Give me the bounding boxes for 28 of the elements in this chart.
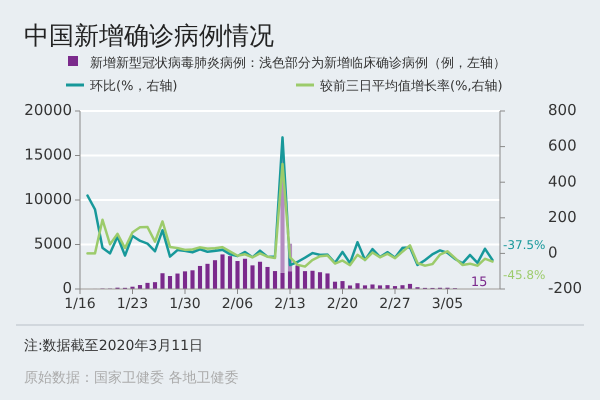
data-label: -45.8% [503, 268, 546, 282]
y-tick-label: 20000 [24, 101, 72, 120]
x-tick-label: 1/23 [116, 296, 148, 312]
y2-tick-label: -200 [548, 279, 582, 298]
y-tick-label: 15000 [24, 146, 72, 164]
x-tick-label: 2/06 [222, 296, 254, 312]
x-tick-label: 3/05 [432, 296, 464, 312]
x-tick-label: 1/16 [64, 296, 96, 312]
y-tick-label: 5000 [34, 234, 72, 253]
chart-title: 中国新增确诊病例情况 [24, 21, 274, 50]
data-label: 15 [470, 274, 488, 290]
x-tick-label: 1/30 [169, 296, 201, 312]
data-label: -37.5% [503, 238, 546, 252]
x-tick-label: 2/27 [379, 296, 411, 312]
legend-label: 较前三日平均值增长率(%,右轴) [320, 78, 503, 94]
y2-tick-label: 600 [548, 136, 577, 155]
y2-tick-label: 0 [548, 243, 558, 262]
legend-label: 新增新型冠状病毒肺炎病例：浅色部分为新增临床确诊病例（例，左轴） [90, 56, 506, 71]
x-tick-label: 2/13 [274, 296, 306, 312]
y-tick-label: 10000 [24, 190, 72, 208]
y-tick-label: 0 [62, 279, 72, 298]
y2-tick-label: 800 [548, 101, 577, 120]
legend-label: 环比(%，右轴) [90, 79, 178, 94]
y2-tick-label: 200 [548, 208, 577, 226]
y2-tick-label: 400 [548, 172, 577, 190]
text: 注:数据截至2020年3月11日 [24, 338, 204, 354]
text: 原始数据：国家卫健委 各地卫健委 [24, 370, 238, 386]
x-tick-label: 2/20 [326, 296, 358, 312]
